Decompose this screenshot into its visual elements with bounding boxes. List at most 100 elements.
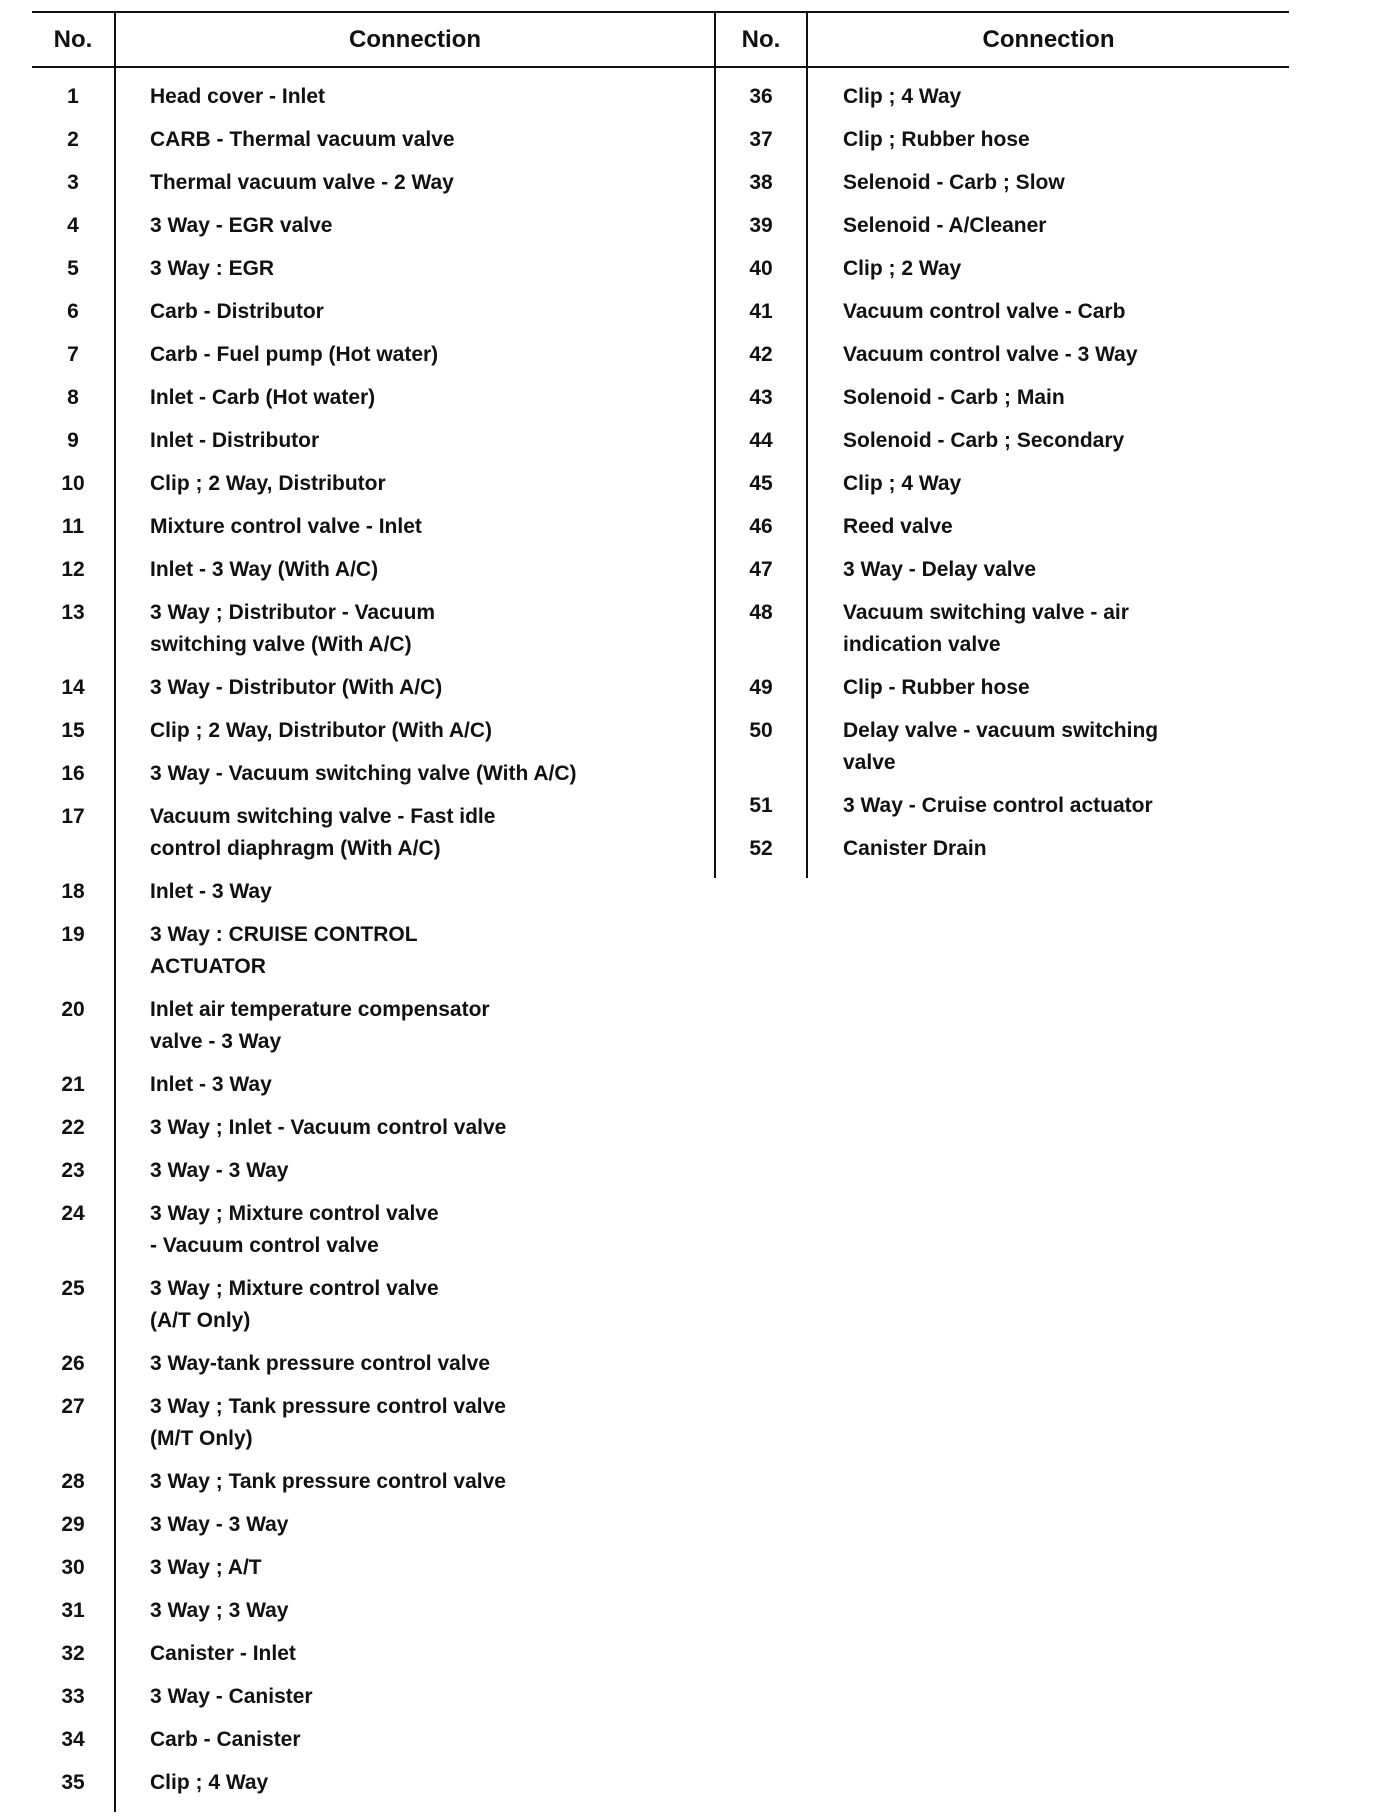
left-column-divider — [114, 12, 116, 1812]
row-connection: Canister Drain — [843, 837, 987, 860]
table-row: 22 3 Way ; Inlet - Vacuum control valve — [32, 1099, 714, 1142]
table-row: 31 3 Way ; 3 Way — [32, 1582, 714, 1625]
row-number: 28 — [61, 1470, 85, 1493]
header-no-right: No. — [741, 26, 781, 53]
table-row: 27 3 Way ; Tank pressure control valve (M… — [32, 1378, 714, 1453]
table-row: 33 3 Way - Canister — [32, 1668, 714, 1711]
row-connection: 3 Way ; Distributor - Vacuum switching v… — [150, 601, 436, 656]
table-row: 51 3 Way - Cruise control actuator — [716, 777, 1289, 820]
row-number: 6 — [67, 300, 79, 323]
row-connection: Head cover - Inlet — [150, 85, 326, 108]
row-number: 13 — [61, 601, 85, 624]
row-connection: 3 Way ; Tank pressure control valve (M/T… — [150, 1395, 506, 1450]
row-number: 5 — [67, 257, 79, 280]
left-table-body: 1 Head cover - Inlet 2 CARB - Thermal vacuu… — [32, 68, 714, 1797]
row-number: 26 — [61, 1352, 85, 1375]
row-number: 33 — [61, 1685, 85, 1708]
row-connection: CARB - Thermal vacuum valve — [150, 128, 455, 151]
row-number: 36 — [749, 85, 773, 108]
row-number: 41 — [749, 300, 773, 323]
row-connection: Vacuum switching valve - Fast idle contr… — [150, 805, 496, 860]
row-connection: 3 Way - EGR valve — [150, 214, 333, 237]
row-number: 50 — [749, 719, 773, 742]
row-number: 1 — [67, 85, 79, 108]
row-number: 15 — [61, 719, 85, 742]
table-row: 11 Mixture control valve - Inlet — [32, 498, 714, 541]
row-number: 42 — [749, 343, 773, 366]
row-connection: Inlet - Distributor — [150, 429, 320, 452]
table-row: 48 Vacuum switching valve - air indicatio… — [716, 584, 1289, 659]
row-number: 22 — [61, 1116, 85, 1139]
row-number: 51 — [749, 794, 773, 817]
row-connection: Inlet - Carb (Hot water) — [150, 386, 376, 409]
row-number: 49 — [749, 676, 773, 699]
table-row: 13 3 Way ; Distributor - Vacuum switching… — [32, 584, 714, 659]
row-connection: 3 Way - Canister — [150, 1685, 313, 1708]
row-number: 52 — [749, 837, 773, 860]
row-number: 34 — [61, 1728, 85, 1751]
row-number: 43 — [749, 386, 773, 409]
row-connection: Reed valve — [843, 515, 953, 538]
table-row: 42 Vacuum control valve - 3 Way — [716, 326, 1289, 369]
table-row: 37 Clip ; Rubber hose — [716, 111, 1289, 154]
table-row: 12 Inlet - 3 Way (With A/C) — [32, 541, 714, 584]
table-row: 47 3 Way - Delay valve — [716, 541, 1289, 584]
table-row: 25 3 Way ; Mixture control valve (A/T Onl… — [32, 1260, 714, 1335]
row-number: 23 — [61, 1159, 85, 1182]
row-connection: Vacuum switching valve - air indication … — [843, 601, 1129, 656]
row-connection: 3 Way - Vacuum switching valve (With A/C… — [150, 762, 577, 785]
row-connection: Carb - Canister — [150, 1728, 301, 1751]
row-connection: Carb - Distributor — [150, 300, 324, 323]
row-connection: Inlet - 3 Way (With A/C) — [150, 558, 379, 581]
row-number: 27 — [61, 1395, 85, 1418]
row-connection: Selenoid - A/Cleaner — [843, 214, 1047, 237]
row-connection: Delay valve - vacuum switching valve — [843, 719, 1159, 774]
table-row: 2 CARB - Thermal vacuum valve — [32, 111, 714, 154]
row-connection: Canister - Inlet — [150, 1642, 296, 1665]
row-connection: 3 Way ; Mixture control valve (A/T Only) — [150, 1277, 439, 1332]
table-row: 16 3 Way - Vacuum switching valve (With A… — [32, 745, 714, 788]
row-connection: 3 Way ; A/T — [150, 1556, 262, 1579]
row-number: 8 — [67, 386, 79, 409]
table-row: 14 3 Way - Distributor (With A/C) — [32, 659, 714, 702]
table-row: 6 Carb - Distributor — [32, 283, 714, 326]
table-row: 17 Vacuum switching valve - Fast idle con… — [32, 788, 714, 863]
row-number: 40 — [749, 257, 773, 280]
table-row: 21 Inlet - 3 Way — [32, 1056, 714, 1099]
header-bottom-rule — [32, 66, 1289, 68]
row-number: 12 — [61, 558, 85, 581]
table-row: 35 Clip ; 4 Way — [32, 1754, 714, 1797]
row-number: 17 — [61, 805, 85, 828]
row-number: 38 — [749, 171, 773, 194]
row-connection: Clip ; 2 Way, Distributor — [150, 472, 386, 495]
row-connection: 3 Way ; Inlet - Vacuum control valve — [150, 1116, 507, 1139]
right-table-body: 36 Clip ; 4 Way 37 Clip ; Rubber hose 38 Sele… — [716, 68, 1289, 863]
table-row: 28 3 Way ; Tank pressure control valve — [32, 1453, 714, 1496]
row-connection: Selenoid - Carb ; Slow — [843, 171, 1065, 194]
row-connection: Clip ; 4 Way — [843, 85, 962, 108]
table-row: 30 3 Way ; A/T — [32, 1539, 714, 1582]
row-connection: 3 Way : EGR — [150, 257, 275, 280]
table-row: 9 Inlet - Distributor — [32, 412, 714, 455]
row-number: 14 — [61, 676, 85, 699]
table-row: 52 Canister Drain — [716, 820, 1289, 863]
row-number: 44 — [749, 429, 773, 452]
row-number: 10 — [61, 472, 85, 495]
row-connection: Clip ; 4 Way — [150, 1771, 269, 1794]
table-row: 44 Solenoid - Carb ; Secondary — [716, 412, 1289, 455]
row-connection: Thermal vacuum valve - 2 Way — [150, 171, 454, 194]
table-row: 7 Carb - Fuel pump (Hot water) — [32, 326, 714, 369]
row-number: 11 — [61, 515, 85, 538]
table-row: 4 3 Way - EGR valve — [32, 197, 714, 240]
table-row: 8 Inlet - Carb (Hot water) — [32, 369, 714, 412]
row-connection: 3 Way-tank pressure control valve — [150, 1352, 491, 1375]
row-connection: 3 Way - Delay valve — [843, 558, 1036, 581]
row-connection: 3 Way - 3 Way — [150, 1513, 289, 1536]
table-row: 38 Selenoid - Carb ; Slow — [716, 154, 1289, 197]
table-row: 24 3 Way ; Mixture control valve - Vacuum… — [32, 1185, 714, 1260]
row-connection: Solenoid - Carb ; Secondary — [843, 429, 1125, 452]
row-connection: Vacuum control valve - Carb — [843, 300, 1126, 323]
row-connection: Inlet - 3 Way — [150, 880, 272, 903]
table-row: 45 Clip ; 4 Way — [716, 455, 1289, 498]
row-number: 25 — [61, 1277, 85, 1300]
